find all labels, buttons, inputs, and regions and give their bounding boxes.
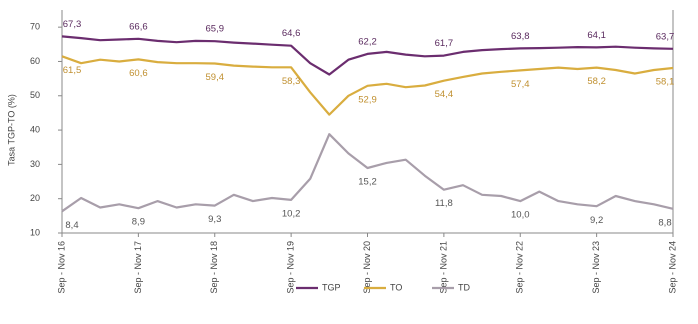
value-label: 58,3 bbox=[282, 76, 301, 87]
value-label: 10,0 bbox=[511, 210, 530, 221]
value-label: 52,9 bbox=[358, 94, 377, 105]
series-line bbox=[61, 35, 674, 76]
value-label: 64,6 bbox=[282, 28, 301, 39]
x-tick-label: Sep - Nov 19 bbox=[286, 241, 296, 294]
value-label: 10,2 bbox=[282, 208, 301, 219]
value-label: 8,4 bbox=[65, 220, 78, 231]
y-tick-label: 60 bbox=[30, 56, 40, 66]
y-tick-label: 30 bbox=[30, 159, 40, 169]
legend-label: TO bbox=[390, 282, 402, 292]
x-tick-label: Sep - Nov 20 bbox=[362, 241, 372, 294]
y-tick-label: 40 bbox=[30, 124, 40, 134]
value-label: 8,9 bbox=[132, 217, 145, 228]
value-label: 62,2 bbox=[358, 36, 377, 47]
y-tick-label: 70 bbox=[30, 22, 40, 32]
y-axis-title: Tasa TGP-TO (%) bbox=[6, 94, 16, 166]
value-label: 9,2 bbox=[590, 215, 603, 226]
y-tick-label: 10 bbox=[30, 227, 40, 237]
x-tick-label: Sep - Nov 24 bbox=[667, 241, 677, 294]
value-label: 57,4 bbox=[511, 79, 530, 90]
value-label: 54,4 bbox=[435, 89, 454, 100]
value-label: 63,7 bbox=[656, 31, 675, 42]
x-tick-label: Sep - Nov 22 bbox=[515, 241, 525, 294]
value-label: 64,1 bbox=[587, 30, 606, 41]
value-label: 59,4 bbox=[206, 72, 225, 83]
series-line bbox=[61, 55, 674, 116]
x-tick-label: Sep - Nov 17 bbox=[133, 241, 143, 294]
y-tick-label: 50 bbox=[30, 90, 40, 100]
value-label: 11,8 bbox=[435, 198, 453, 209]
value-label: 15,2 bbox=[358, 177, 377, 188]
value-label: 58,2 bbox=[587, 76, 606, 87]
value-label: 65,9 bbox=[206, 24, 225, 35]
legend-label: TD bbox=[458, 282, 470, 292]
value-label: 67,3 bbox=[63, 19, 82, 30]
legend-label: TGP bbox=[322, 282, 341, 292]
series-line bbox=[61, 133, 674, 213]
y-tick-label: 20 bbox=[30, 193, 40, 203]
x-tick-label: Sep - Nov 16 bbox=[56, 241, 66, 294]
value-label: 61,5 bbox=[63, 65, 82, 76]
value-label: 58,1 bbox=[656, 76, 675, 87]
value-label: 9,3 bbox=[208, 214, 221, 225]
value-label: 63,8 bbox=[511, 31, 530, 42]
x-tick-label: Sep - Nov 23 bbox=[591, 241, 601, 294]
x-tick-label: Sep - Nov 18 bbox=[209, 241, 219, 294]
x-tick-label: Sep - Nov 21 bbox=[438, 241, 448, 294]
value-label: 61,7 bbox=[435, 38, 454, 49]
value-label: 8,8 bbox=[658, 217, 671, 228]
value-label: 60,6 bbox=[129, 68, 148, 79]
value-label: 66,6 bbox=[129, 21, 148, 32]
